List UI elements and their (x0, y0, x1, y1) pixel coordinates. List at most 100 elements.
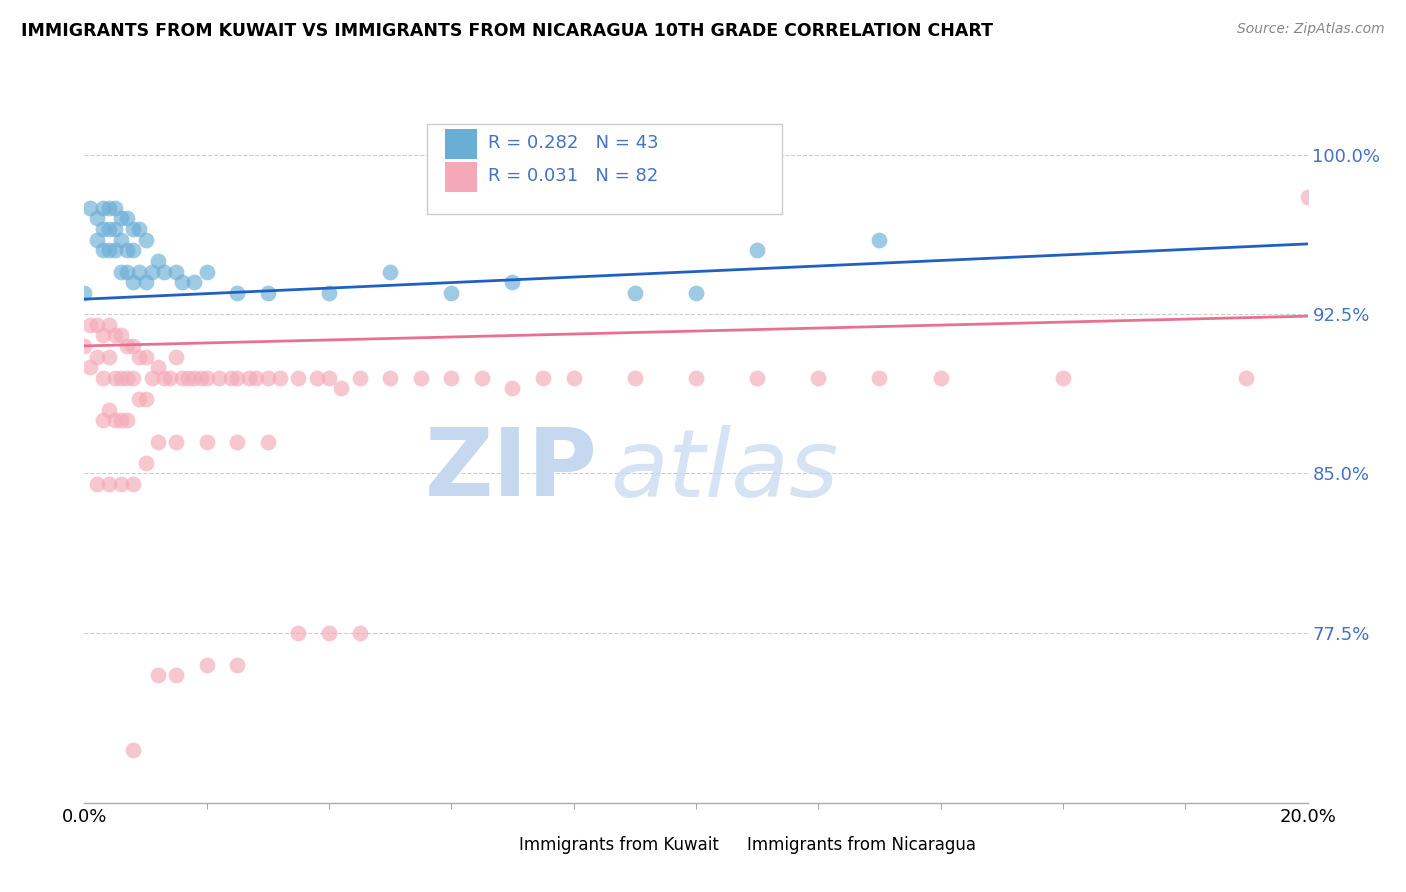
Point (91, 201, 114, 215)
Point (177, 371, 200, 385)
Point (349, 371, 371, 385)
Point (91, 371, 114, 385)
Point (146, 668, 169, 682)
Point (128, 350, 150, 364)
Point (122, 339, 145, 353)
Point (502, 381, 524, 395)
Point (79, 201, 101, 215)
Point (869, 371, 891, 385)
Point (269, 371, 291, 385)
Point (183, 371, 205, 385)
Point (91, 328, 114, 343)
Point (110, 233, 132, 247)
Point (257, 434, 280, 449)
Text: IMMIGRANTS FROM KUWAIT VS IMMIGRANTS FROM NICARAGUA 10TH GRADE CORRELATION CHART: IMMIGRANTS FROM KUWAIT VS IMMIGRANTS FRO… (21, 22, 993, 40)
Point (159, 371, 181, 385)
Point (1052, 371, 1074, 385)
Point (226, 657, 249, 672)
Point (128, 392, 150, 406)
Point (91, 222, 114, 236)
Point (128, 222, 150, 236)
Point (104, 413, 127, 427)
Point (165, 668, 187, 682)
Point (73, 339, 96, 353)
Point (1236, 371, 1258, 385)
Point (122, 477, 145, 491)
Point (165, 434, 187, 449)
Point (440, 285, 463, 300)
Point (79, 318, 101, 332)
Point (104, 201, 127, 215)
Point (226, 371, 249, 385)
FancyBboxPatch shape (427, 124, 782, 214)
FancyBboxPatch shape (446, 128, 477, 159)
Point (257, 371, 280, 385)
Point (91, 413, 114, 427)
Point (153, 371, 176, 385)
Point (115, 371, 138, 385)
Point (195, 264, 218, 278)
Text: ZIP: ZIP (425, 425, 598, 516)
Point (115, 211, 138, 226)
Text: R = 0.031   N = 82: R = 0.031 N = 82 (488, 168, 658, 186)
Text: Immigrants from Kuwait: Immigrants from Kuwait (519, 837, 718, 855)
Point (122, 275, 145, 289)
Point (97, 201, 120, 215)
Point (195, 657, 218, 672)
Point (471, 371, 494, 385)
Point (128, 264, 150, 278)
Text: Source: ZipAtlas.com: Source: ZipAtlas.com (1237, 22, 1385, 37)
Point (86, 233, 108, 247)
Point (747, 371, 769, 385)
Point (1296, 190, 1319, 204)
Point (86, 477, 108, 491)
Point (97, 350, 120, 364)
Point (245, 371, 267, 385)
Point (153, 264, 176, 278)
Text: atlas: atlas (610, 425, 838, 516)
Point (869, 233, 891, 247)
Point (115, 413, 138, 427)
Point (97, 477, 120, 491)
Point (110, 328, 132, 343)
Point (380, 264, 402, 278)
Point (79, 360, 101, 375)
Point (135, 275, 157, 289)
Point (135, 233, 157, 247)
Point (165, 350, 187, 364)
Point (685, 371, 707, 385)
Point (97, 318, 120, 332)
Point (929, 371, 952, 385)
Point (110, 264, 132, 278)
Point (190, 371, 212, 385)
Point (97, 402, 120, 417)
Point (380, 371, 402, 385)
FancyBboxPatch shape (711, 834, 738, 857)
Point (172, 371, 194, 385)
Point (97, 244, 120, 258)
Point (110, 211, 132, 226)
Point (115, 244, 138, 258)
Point (104, 222, 127, 236)
Point (104, 328, 127, 343)
Point (73, 285, 96, 300)
Point (135, 392, 157, 406)
Point (330, 381, 353, 395)
Point (318, 625, 340, 640)
Point (141, 264, 163, 278)
Point (115, 339, 138, 353)
Point (305, 371, 328, 385)
Point (807, 371, 830, 385)
Point (257, 285, 280, 300)
Point (110, 371, 132, 385)
Point (104, 371, 127, 385)
FancyBboxPatch shape (484, 834, 510, 857)
Point (208, 371, 231, 385)
Point (135, 350, 157, 364)
Point (110, 477, 132, 491)
Point (624, 285, 647, 300)
Point (195, 434, 218, 449)
Point (349, 625, 371, 640)
Point (318, 285, 340, 300)
Point (110, 413, 132, 427)
